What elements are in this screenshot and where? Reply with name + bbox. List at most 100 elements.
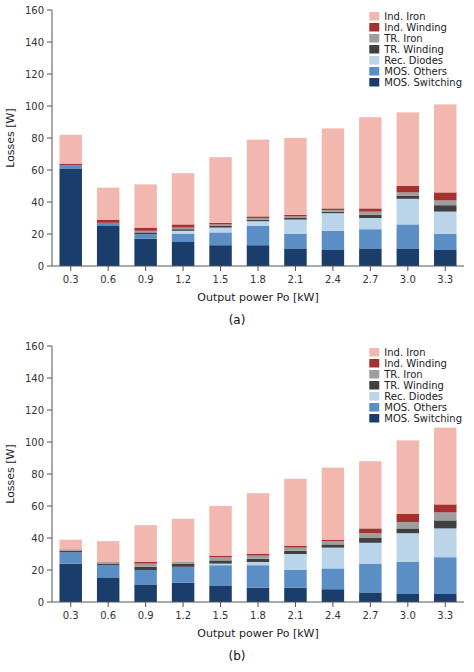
x-tick-label: 3.3 <box>437 610 453 621</box>
x-tick <box>407 266 408 271</box>
bar-segment <box>322 540 344 542</box>
x-tick-label: 2.4 <box>325 274 341 285</box>
bar-segment <box>172 519 194 562</box>
y-tick <box>47 442 52 443</box>
bar-segment <box>172 228 194 230</box>
x-axis-label: Output power Po [kW] <box>197 291 319 304</box>
legend-label: Ind. Iron <box>384 11 425 22</box>
bar-segment <box>134 564 156 567</box>
y-tick-label: 140 <box>25 37 44 48</box>
y-tick <box>47 378 52 379</box>
bar-segment <box>172 231 194 234</box>
y-tick-label: 60 <box>31 501 44 512</box>
bar-segment <box>97 220 119 223</box>
bar-segment <box>434 205 456 211</box>
bar-segment <box>209 232 231 245</box>
legend: Ind. IronInd. WindingTR. IronTR. Winding… <box>369 11 462 88</box>
bar-segment <box>434 428 456 505</box>
legend-label: MOS. Switching <box>384 413 462 424</box>
bar-segment <box>322 128 344 208</box>
bar-segment <box>134 567 156 570</box>
y-tick-label: 20 <box>31 565 44 576</box>
bar-segment <box>397 186 419 192</box>
x-tick <box>70 266 71 271</box>
y-tick <box>47 538 52 539</box>
chart-panel: 0204060801001201401600.30.60.91.21.51.82… <box>4 5 464 328</box>
bar-segment <box>59 564 81 602</box>
y-tick-label: 80 <box>31 469 44 480</box>
bar-segment <box>284 216 306 218</box>
x-tick-label: 2.1 <box>288 274 304 285</box>
bar-segment <box>172 173 194 224</box>
y-tick <box>47 506 52 507</box>
legend-label: Ind. Iron <box>384 347 425 358</box>
bar-segment <box>97 223 119 226</box>
bar-segment <box>97 564 119 566</box>
bar-segment <box>97 226 119 266</box>
bar-segment <box>247 218 269 220</box>
legend-label: TR. Iron <box>383 369 422 380</box>
bar-segment <box>397 528 419 533</box>
bar-segment <box>247 562 269 565</box>
y-tick-label: 140 <box>25 373 44 384</box>
panel-caption: (a) <box>229 313 246 327</box>
y-tick <box>47 602 52 603</box>
bar-segment <box>359 538 381 543</box>
bar-segment <box>172 224 194 227</box>
legend-swatch <box>369 403 379 412</box>
bar-segment <box>97 562 119 564</box>
y-tick-label: 120 <box>25 405 44 416</box>
legend-label: TR. Winding <box>383 44 444 55</box>
panel-caption: (b) <box>229 649 246 663</box>
y-tick <box>47 42 52 43</box>
bar-segment <box>97 541 119 562</box>
bar-segment <box>397 522 419 528</box>
bar-segment <box>209 506 231 556</box>
bar-segment <box>59 164 81 166</box>
legend-label: MOS. Others <box>384 66 447 77</box>
x-tick <box>183 602 184 607</box>
bar-segment <box>284 548 306 551</box>
x-tick-label: 0.6 <box>100 274 116 285</box>
bar-segment <box>434 557 456 594</box>
bar-segment <box>134 239 156 266</box>
legend-swatch <box>369 348 379 357</box>
bar-segment <box>359 218 381 229</box>
bar-segment <box>209 564 231 566</box>
bar-segment <box>209 245 231 266</box>
x-tick-label: 2.7 <box>362 274 378 285</box>
legend-swatch <box>369 23 379 32</box>
y-tick-label: 160 <box>25 341 44 352</box>
bar-segment <box>59 168 81 266</box>
bar-segment <box>59 552 81 563</box>
bar-segment <box>322 231 344 250</box>
bar-segment <box>247 554 269 556</box>
x-tick-label: 1.2 <box>175 610 191 621</box>
y-tick <box>47 10 52 11</box>
bar-segment <box>134 231 156 233</box>
bar-segment <box>59 551 81 553</box>
bar-segment <box>359 117 381 208</box>
bar-segment <box>209 557 231 560</box>
legend-swatch <box>369 56 379 65</box>
bar-segment <box>397 248 419 266</box>
bar-segment <box>134 570 156 584</box>
y-tick-label: 0 <box>38 597 44 608</box>
bar-segment <box>359 215 381 218</box>
legend-swatch <box>369 67 379 76</box>
legend-swatch <box>369 392 379 401</box>
bar-segment <box>209 226 231 228</box>
x-tick <box>295 266 296 271</box>
x-tick-label: 1.5 <box>213 610 229 621</box>
bar-segment <box>209 565 231 586</box>
bar-segment <box>397 196 419 199</box>
y-tick-label: 160 <box>25 5 44 16</box>
bar-segment <box>172 234 194 242</box>
x-tick-label: 0.3 <box>63 274 79 285</box>
y-axis-label: Losses [W] <box>4 444 17 504</box>
bar-segment <box>322 212 344 214</box>
bar-segment <box>434 520 456 528</box>
bar-segment <box>172 564 194 567</box>
bar-segment <box>322 213 344 231</box>
x-tick <box>108 266 109 271</box>
